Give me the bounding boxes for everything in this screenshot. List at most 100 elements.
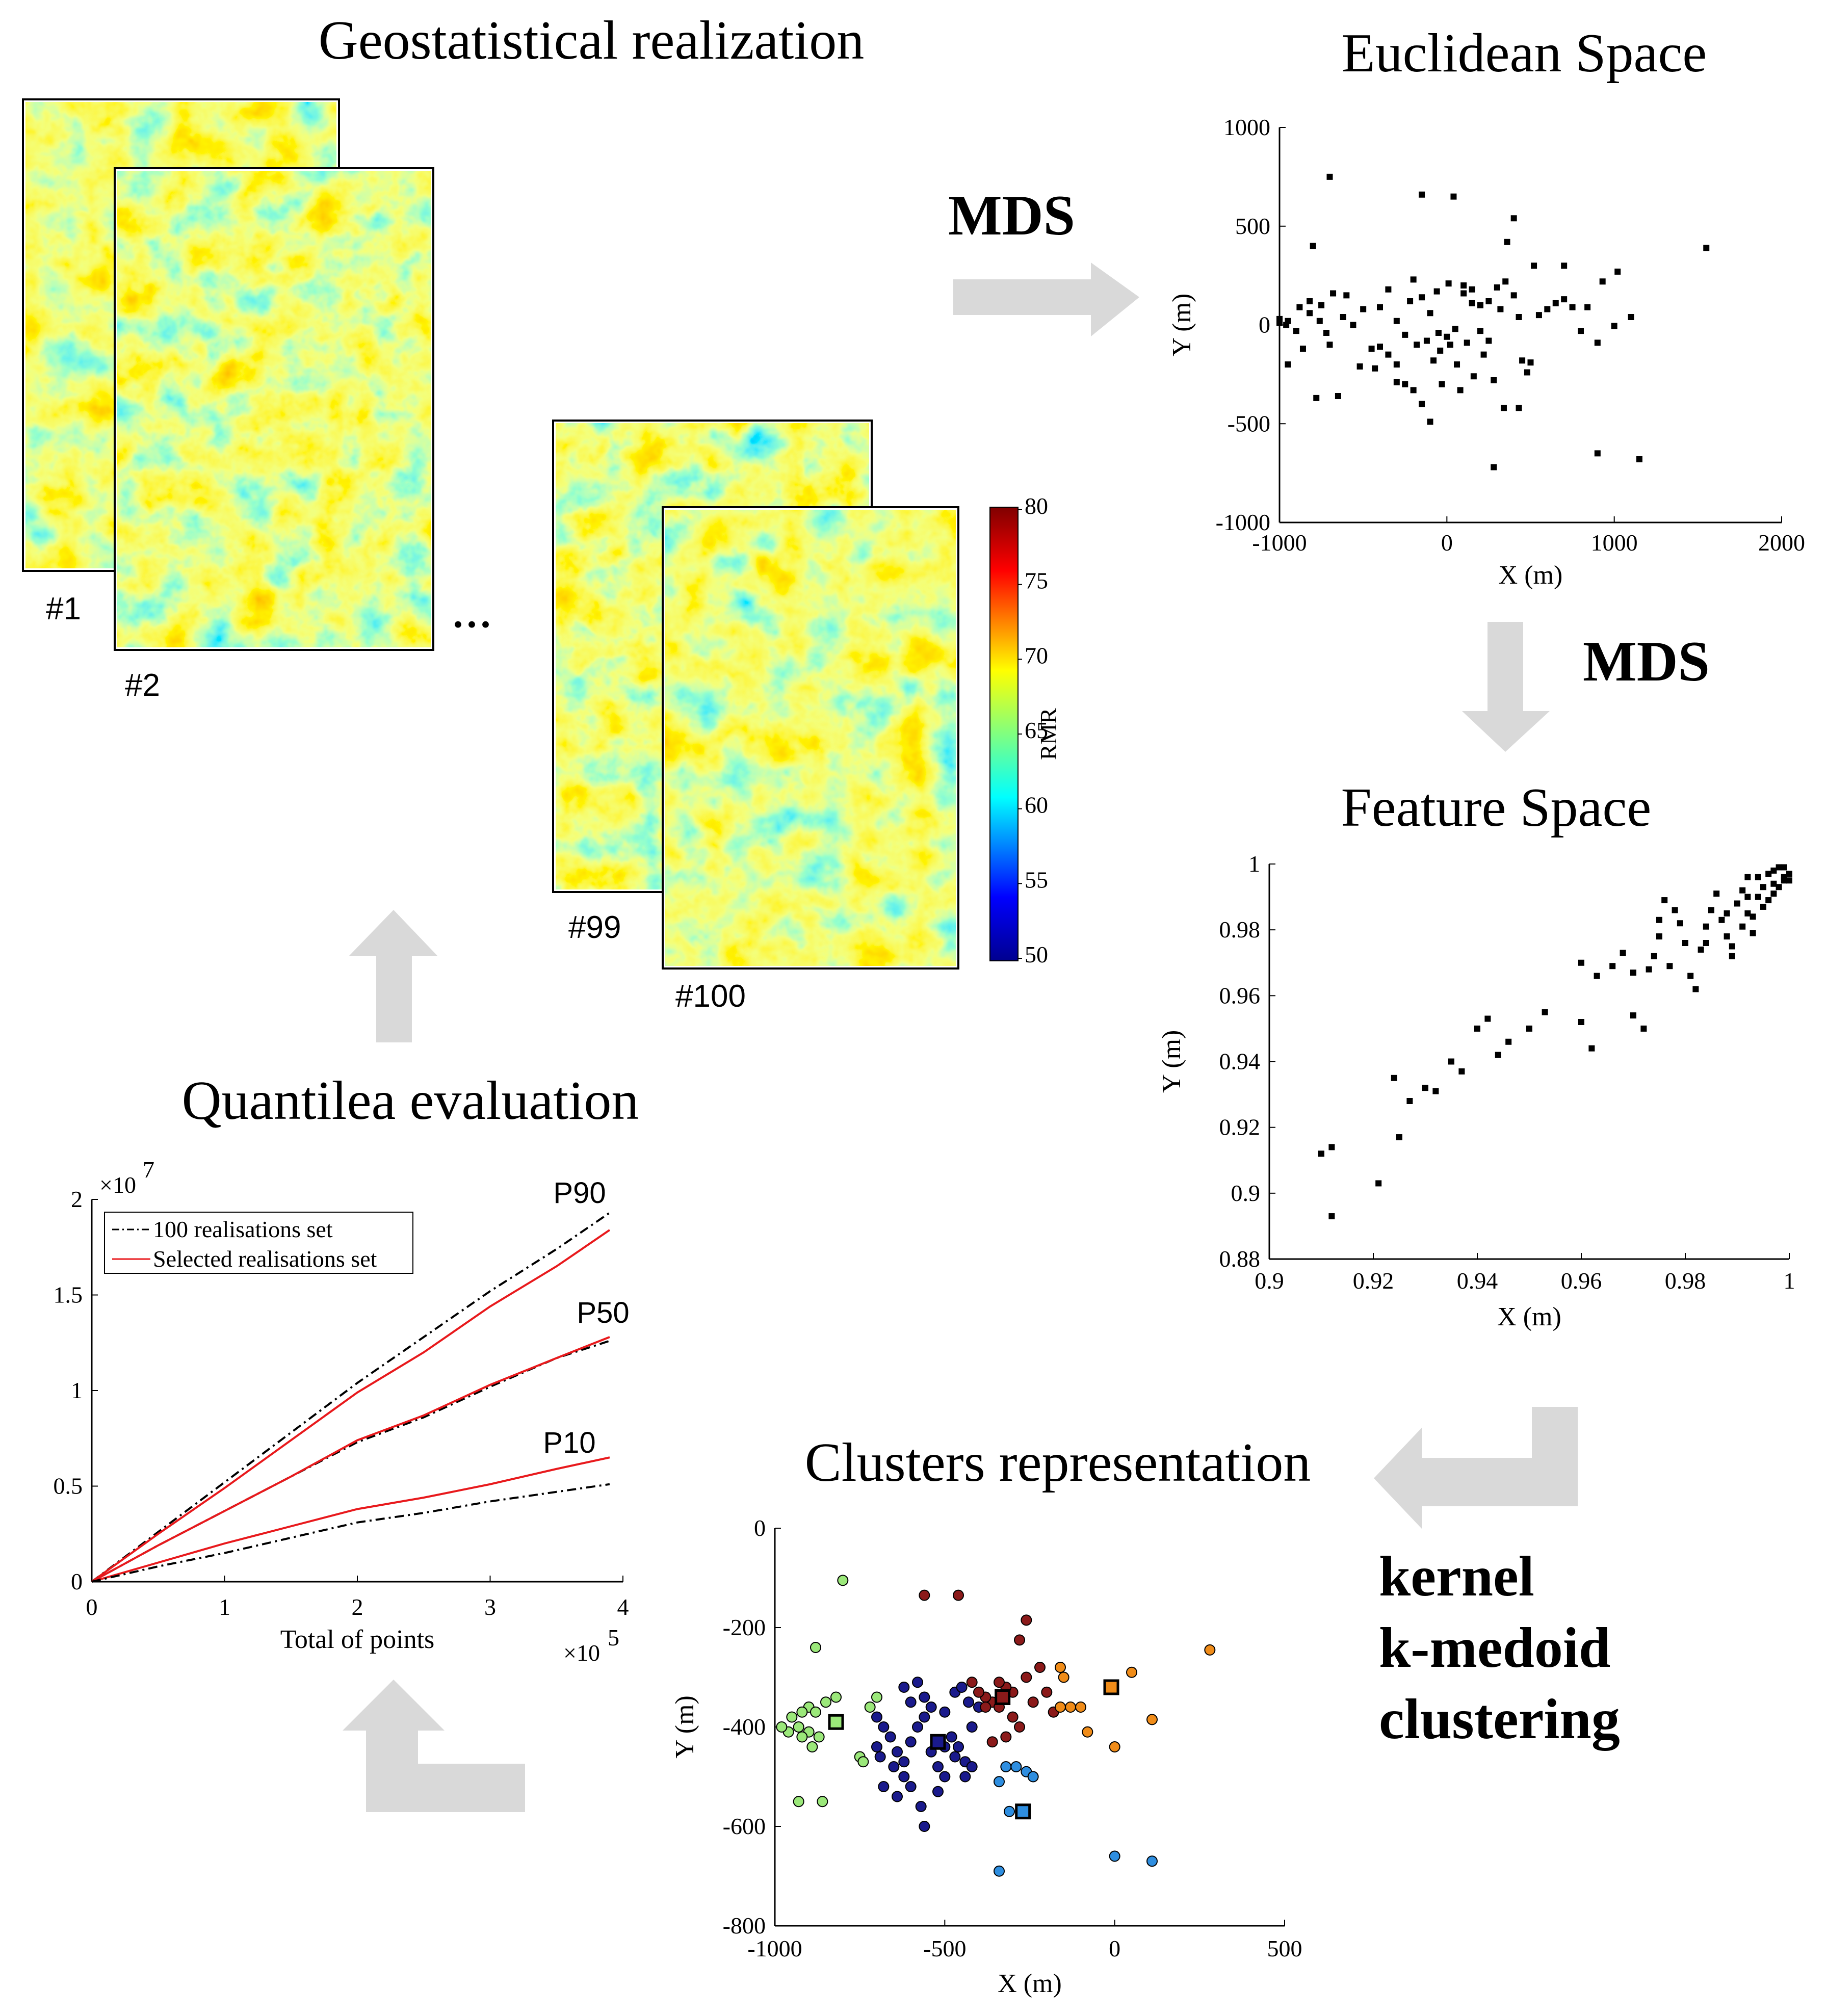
cluster-point-navy	[892, 1746, 903, 1758]
y-tick-label: 0.88	[1219, 1246, 1261, 1272]
euclidean-point	[1293, 328, 1299, 334]
feature-point	[1328, 1144, 1335, 1150]
cluster-point-green	[810, 1642, 821, 1653]
euclidean-point	[1372, 365, 1378, 372]
quantile-line	[91, 1483, 610, 1583]
mds-arrow-down: MDS	[1462, 622, 1710, 752]
euclidean-point	[1477, 302, 1483, 308]
quantile-line	[91, 1336, 610, 1583]
cluster-point-navy	[912, 1721, 923, 1733]
euclidean-point	[1628, 314, 1634, 320]
euclidean-point	[1377, 344, 1383, 350]
euclidean-point	[1445, 280, 1452, 287]
feature-point	[1760, 903, 1766, 910]
y-tick-label: -400	[723, 1714, 766, 1740]
euclidean-point	[1524, 369, 1530, 376]
cluster-point-green	[830, 1691, 842, 1703]
cluster-point-navy	[919, 1691, 930, 1703]
cluster-point-navy	[919, 1821, 930, 1832]
y-tick-label: 0	[71, 1568, 83, 1594]
cluster-point-green	[817, 1796, 828, 1808]
cluster-point-green	[806, 1741, 818, 1752]
cluster-point-navy	[874, 1751, 886, 1763]
euclidean-point	[1419, 294, 1425, 301]
y-tick-label: 0.98	[1219, 917, 1261, 942]
feature-point	[1661, 897, 1668, 904]
feature-point	[1724, 910, 1730, 917]
euclidean-point	[1310, 243, 1316, 249]
feature-point	[1542, 1009, 1548, 1015]
euclidean-point	[1703, 245, 1710, 251]
return-arrow-up	[343, 1680, 525, 1812]
euclidean-point	[1491, 377, 1497, 383]
feature-point	[1760, 884, 1766, 891]
feature-point	[1656, 917, 1662, 923]
colorbar-tick-label: 70	[1025, 642, 1048, 668]
cluster-point-darkred	[1021, 1614, 1032, 1626]
quantile-arrow-up	[349, 910, 437, 1042]
cluster-point-green	[793, 1721, 804, 1733]
x-tick-label: -500	[923, 1935, 966, 1961]
realization-label-99: #99	[568, 910, 621, 945]
y-axis-label: Y (m)	[1167, 294, 1196, 357]
quantile-annotation: P10	[543, 1426, 595, 1459]
cluster-point-green	[820, 1696, 831, 1708]
realization-label-1: #1	[46, 591, 81, 626]
euclidean-point	[1356, 363, 1363, 370]
euclidean-point	[1326, 173, 1333, 180]
feature-point	[1651, 953, 1657, 959]
cluster-point-navy	[871, 1741, 882, 1752]
cluster-point-green	[796, 1731, 808, 1743]
realization-map-100	[662, 506, 959, 970]
euclidean-point	[1385, 351, 1392, 358]
feature-point	[1708, 907, 1714, 913]
cluster-point-darkred	[1000, 1731, 1012, 1743]
feature-point	[1672, 907, 1678, 913]
feature-point	[1677, 920, 1683, 927]
feature-point	[1505, 1038, 1512, 1045]
quantile-annotation: P90	[553, 1176, 606, 1210]
feature-point	[1703, 923, 1709, 930]
euclidean-point	[1599, 278, 1606, 285]
feature-point	[1474, 1025, 1480, 1032]
cluster-point-navy	[932, 1761, 944, 1772]
euclidean-point	[1307, 298, 1313, 304]
quantile-line	[91, 1212, 611, 1583]
x-axis-label: Total of points	[280, 1625, 435, 1654]
y-exponent: ×10	[99, 1172, 136, 1198]
feature-title: Feature Space	[1341, 777, 1652, 838]
x-tick-label: 0.98	[1665, 1268, 1706, 1294]
euclidean-point	[1561, 296, 1568, 303]
feature-point	[1630, 970, 1636, 976]
feature-point	[1406, 1098, 1413, 1104]
feature-point	[1588, 1045, 1595, 1052]
euclidean-point	[1393, 379, 1400, 385]
x-axis-label: X (m)	[1499, 561, 1563, 590]
euclidean-point	[1313, 395, 1320, 401]
euclidean-point	[1393, 361, 1400, 368]
cluster-point-blue	[1000, 1761, 1012, 1772]
cluster-point-darkred	[953, 1589, 964, 1601]
cluster-point-blue	[1146, 1855, 1158, 1867]
cluster-point-navy	[925, 1701, 937, 1713]
feature-point	[1739, 887, 1746, 894]
colorbar-tick-label: 60	[1025, 792, 1048, 818]
feature-point	[1578, 1019, 1584, 1025]
cluster-point-green	[871, 1691, 882, 1703]
clustering-label-2: k-medoid	[1379, 1616, 1610, 1680]
cluster-point-navy	[905, 1696, 917, 1708]
cluster-point-darkred	[980, 1701, 991, 1713]
y-tick-label: -600	[723, 1813, 766, 1839]
euclidean-point	[1464, 339, 1470, 346]
euclidean-point	[1340, 314, 1346, 320]
ellipsis: ...	[451, 579, 492, 639]
x-tick-label: 0.96	[1561, 1268, 1602, 1294]
euclidean-point	[1504, 239, 1510, 245]
feature-point	[1786, 877, 1792, 884]
cluster-point-navy	[953, 1741, 964, 1752]
euclidean-point	[1377, 304, 1383, 310]
x-axis-label: X (m)	[998, 1969, 1062, 1998]
cluster-point-navy	[888, 1761, 900, 1772]
euclidean-point	[1485, 337, 1492, 344]
